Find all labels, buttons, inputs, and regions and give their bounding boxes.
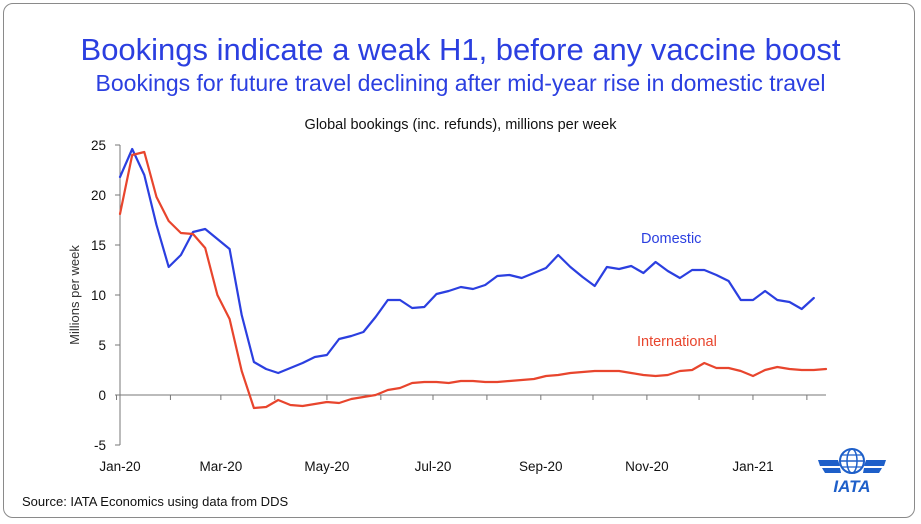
y-tick-label: 10: [91, 288, 106, 303]
series-line-international: [118, 150, 828, 410]
slide-subtitle: Bookings for future travel declining aft…: [95, 70, 826, 96]
x-tick-label: Sep-20: [519, 459, 563, 474]
x-tick-label: Jan-21: [732, 459, 773, 474]
slide-frame: [3, 3, 915, 518]
y-axis-title: Millions per week: [67, 245, 82, 345]
x-tick-label: Jan-20: [99, 459, 140, 474]
series-label-domestic: Domestic: [641, 231, 701, 247]
x-tick-label: Jul-20: [415, 459, 452, 474]
y-tick-label: 15: [91, 238, 106, 253]
x-tick-label: Mar-20: [199, 459, 242, 474]
y-tick-label: 0: [98, 388, 106, 403]
series-lines: [118, 147, 828, 410]
slide-title: Bookings indicate a weak H1, before any …: [80, 32, 841, 67]
x-tick-label: May-20: [304, 459, 349, 474]
y-tick-label: 5: [98, 338, 106, 353]
globe-icon: IATA: [818, 448, 886, 496]
chart-title: Global bookings (inc. refunds), millions…: [304, 117, 617, 133]
y-tick-label: -5: [94, 438, 106, 453]
x-tick-label: Nov-20: [625, 459, 669, 474]
axes: 25 20 15 10 5 0 -5 Jan-20 Mar-20 May-20 Jul-20 Sep-…: [91, 138, 826, 474]
y-tick-label: 20: [91, 188, 106, 203]
source-note: Source: IATA Economics using data from D…: [22, 494, 289, 509]
series-line-domestic: [118, 147, 815, 375]
logo-text: IATA: [833, 477, 870, 496]
y-tick-label: 25: [91, 138, 106, 153]
iata-logo: IATA: [816, 446, 888, 496]
series-label-international: International: [637, 334, 717, 350]
